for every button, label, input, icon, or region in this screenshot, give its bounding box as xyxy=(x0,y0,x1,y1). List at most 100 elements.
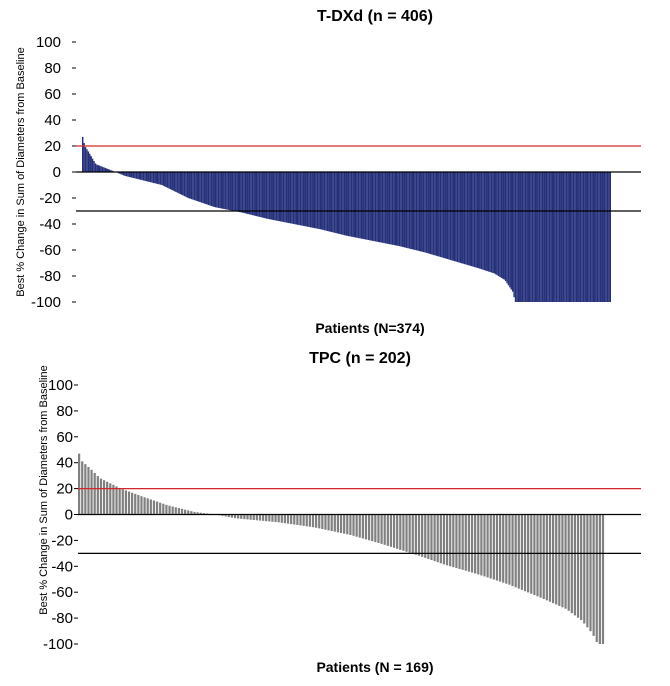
bottom-bar xyxy=(555,514,558,605)
top-bar xyxy=(220,172,223,209)
bottom-bar xyxy=(424,514,427,558)
top-bar xyxy=(240,172,242,213)
top-bar xyxy=(168,172,170,189)
bottom-bar xyxy=(99,478,103,515)
bottom-bar xyxy=(87,466,90,515)
bottom-bar xyxy=(327,514,330,531)
top-bar xyxy=(226,172,228,210)
top-bar xyxy=(439,172,442,258)
bottom-bar xyxy=(190,511,193,515)
top-bar xyxy=(427,172,429,254)
top-ytick-label: -80 xyxy=(39,268,61,285)
top-bar xyxy=(309,172,312,228)
top-bar xyxy=(257,172,259,217)
bottom-bar xyxy=(452,514,455,568)
top-bar xyxy=(394,172,396,246)
bottom-bar xyxy=(343,514,346,534)
top-bar xyxy=(148,172,150,182)
bottom-bar xyxy=(449,514,452,567)
top-bar xyxy=(560,172,562,302)
bottom-bar xyxy=(280,514,283,523)
top-bar xyxy=(325,172,327,231)
bottom-bar xyxy=(492,514,495,580)
bottom-bar xyxy=(573,514,577,616)
top-bar xyxy=(381,172,384,243)
top-bar xyxy=(183,172,186,197)
top-bar xyxy=(246,172,248,214)
top-bar xyxy=(212,172,214,207)
bottom-bar xyxy=(514,514,517,588)
top-bar xyxy=(159,172,162,185)
top-bar xyxy=(520,172,522,302)
top-bar xyxy=(131,172,133,178)
top-bar xyxy=(437,172,439,257)
top-bar xyxy=(96,164,98,172)
bottom-bar xyxy=(180,508,184,515)
top-bar xyxy=(229,172,231,211)
top-bar xyxy=(533,172,535,302)
top-bar xyxy=(456,172,459,263)
top-bar xyxy=(475,172,477,268)
bottom-bar xyxy=(78,453,81,515)
top-bar xyxy=(441,172,443,258)
top-bar xyxy=(391,172,394,245)
top-bar xyxy=(537,172,539,302)
bottom-bar xyxy=(601,514,605,644)
top-bar xyxy=(558,172,561,302)
bottom-bar xyxy=(155,501,159,515)
bottom-bar xyxy=(102,480,106,515)
bottom-bar xyxy=(321,514,324,530)
bottom-bar xyxy=(583,514,586,624)
bottom-bar xyxy=(81,461,84,515)
top-bar xyxy=(503,172,505,280)
top-bar xyxy=(132,172,135,179)
bottom-bar xyxy=(411,514,414,554)
top-bar xyxy=(575,172,578,302)
top-bar xyxy=(530,172,532,302)
top-bar xyxy=(287,172,289,223)
top-bar xyxy=(574,172,576,302)
bottom-bar xyxy=(255,514,258,521)
top-bar xyxy=(311,172,313,228)
bottom-bar xyxy=(258,514,262,521)
bottom-bar xyxy=(576,514,580,618)
top-bar xyxy=(370,172,372,241)
top-bar xyxy=(106,168,108,172)
bottom-bar xyxy=(118,487,121,515)
top-bar xyxy=(384,172,387,244)
top-bar xyxy=(377,172,380,242)
top-bar xyxy=(217,172,220,208)
bottom-bar xyxy=(109,483,112,515)
bottom-bar xyxy=(299,514,302,526)
bottom-bar xyxy=(414,514,417,555)
top-bar xyxy=(345,172,347,236)
top-bar xyxy=(322,172,324,230)
bottom-bar xyxy=(165,504,168,515)
top-bar xyxy=(455,172,457,262)
bottom-bar xyxy=(539,514,542,598)
top-bar xyxy=(380,172,382,243)
bottom-bar xyxy=(570,514,573,614)
top-bar xyxy=(100,166,102,172)
top-bar xyxy=(230,172,232,211)
bottom-bar xyxy=(140,496,143,515)
top-bar xyxy=(173,172,176,192)
bottom-bar xyxy=(536,514,539,597)
bottom-bar xyxy=(458,514,461,569)
top-bar xyxy=(162,172,165,186)
bottom-bar xyxy=(193,511,196,515)
top-bar xyxy=(371,172,374,241)
top-bar xyxy=(353,172,355,238)
bottom-bar xyxy=(240,514,243,519)
top-bar xyxy=(470,172,473,267)
top-bar xyxy=(407,172,409,249)
top-bar xyxy=(584,172,586,302)
top-bar xyxy=(496,172,498,276)
bottom-bar xyxy=(396,514,399,549)
top-bar xyxy=(120,172,122,175)
bottom-bar xyxy=(405,514,408,552)
top-bar xyxy=(154,172,156,184)
top-bar xyxy=(565,172,568,302)
bottom-ytick-label: -60 xyxy=(51,584,73,601)
top-bar xyxy=(595,172,597,302)
